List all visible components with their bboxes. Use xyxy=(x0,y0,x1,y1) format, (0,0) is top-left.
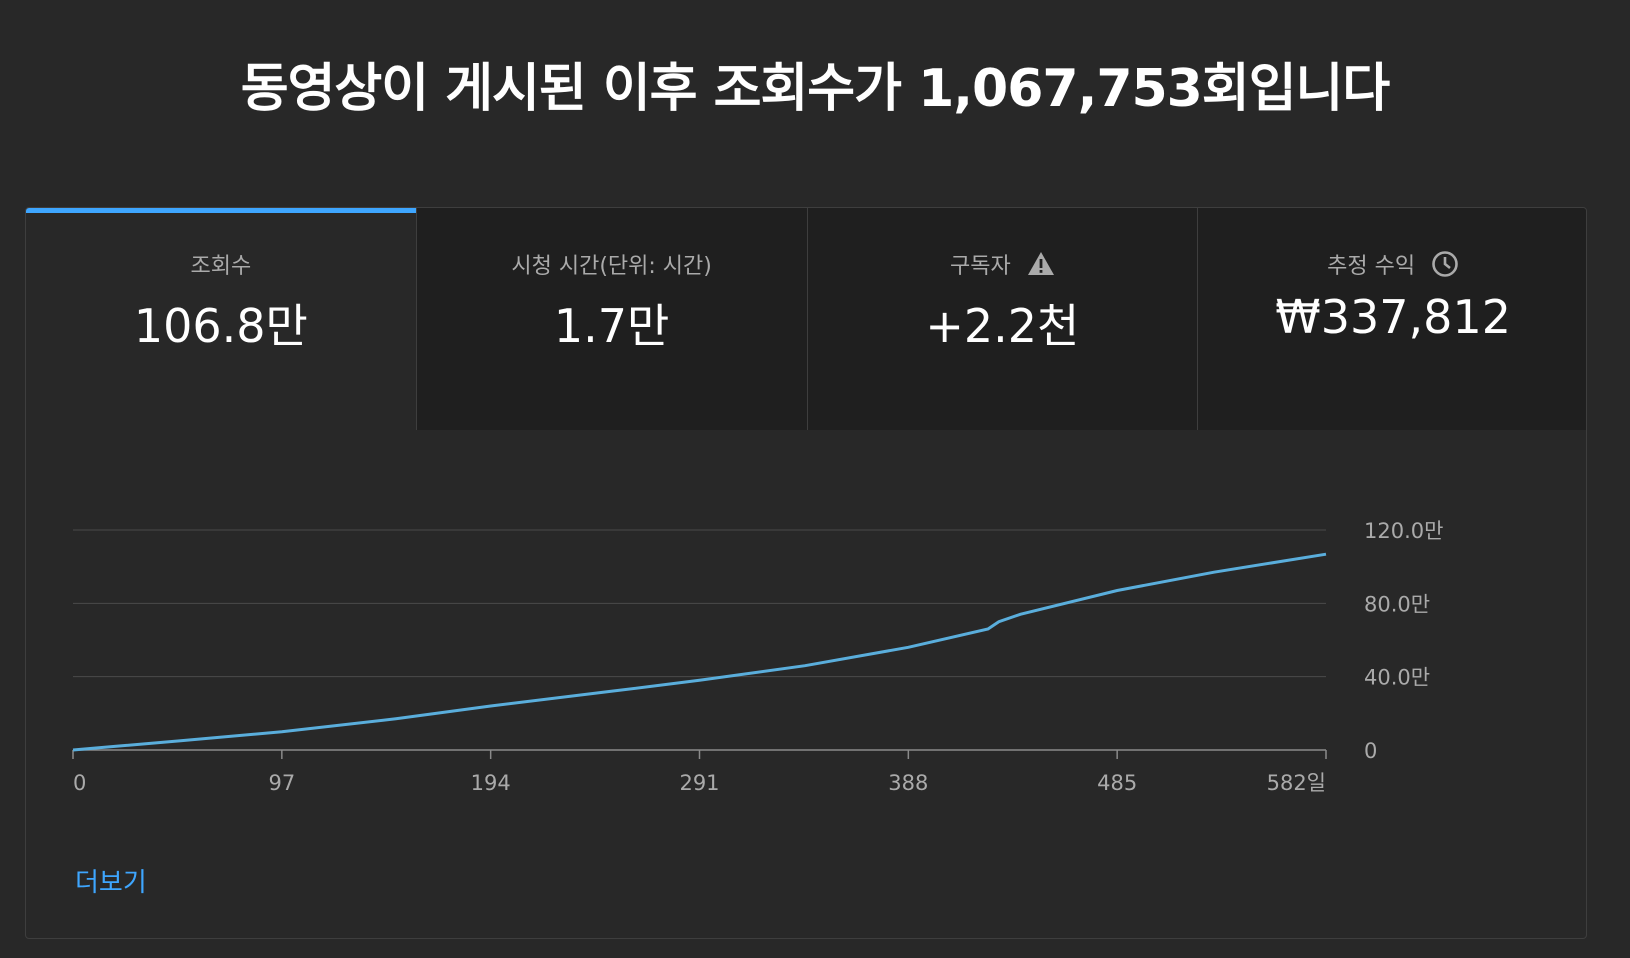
y-tick-label: 0 xyxy=(1364,739,1377,763)
x-tick-label: 97 xyxy=(268,771,295,795)
page-title: 동영상이 게시된 이후 조회수가 1,067,753회입니다 xyxy=(240,59,1390,119)
x-tick-label: 0 xyxy=(73,771,86,795)
tab-watch-time[interactable]: 시청 시간(단위: 시간) 1.7만 xyxy=(415,208,807,430)
y-tick-label: 40.0만 xyxy=(1364,666,1430,690)
x-tick-label: 291 xyxy=(679,771,719,795)
metric-tabs: 조회수 106.8만 시청 시간(단위: 시간) 1.7만 구독자 xyxy=(26,208,1586,430)
x-tick-label: 388 xyxy=(888,771,928,795)
x-tick-label: 485 xyxy=(1097,771,1137,795)
analytics-card: 조회수 106.8만 시청 시간(단위: 시간) 1.7만 구독자 xyxy=(25,207,1587,939)
see-more-link[interactable]: 더보기 xyxy=(75,868,147,898)
tab-subscribers[interactable]: 구독자 +2.2천 xyxy=(806,208,1198,430)
y-tick-label: 80.0만 xyxy=(1364,592,1430,616)
tab-label: 조회수 xyxy=(190,254,252,279)
tab-label: 추정 수익 xyxy=(1327,254,1416,279)
tab-value: 1.7만 xyxy=(553,299,670,353)
tab-label: 시청 시간(단위: 시간) xyxy=(511,254,712,279)
tab-estimated-revenue[interactable]: 추정 수익 ₩337,812 xyxy=(1197,208,1586,430)
x-tick-label: 582일 xyxy=(1267,771,1326,795)
warning-icon[interactable] xyxy=(1027,250,1055,278)
views-series-line xyxy=(72,552,1327,752)
x-tick-label: 194 xyxy=(471,771,511,795)
clock-icon[interactable] xyxy=(1431,250,1459,278)
tab-value: 106.8만 xyxy=(133,299,308,353)
y-tick-label: 120.0만 xyxy=(1364,519,1443,543)
tab-views[interactable]: 조회수 106.8만 xyxy=(26,208,416,430)
tab-label: 구독자 xyxy=(950,254,1011,279)
tab-value: ₩337,812 xyxy=(1275,290,1511,344)
views-line-chart: 0 40.0만 80.0만 120.0만 0 97 194 291 388 485 582일 xyxy=(72,519,1443,795)
tab-value: +2.2천 xyxy=(925,299,1080,353)
